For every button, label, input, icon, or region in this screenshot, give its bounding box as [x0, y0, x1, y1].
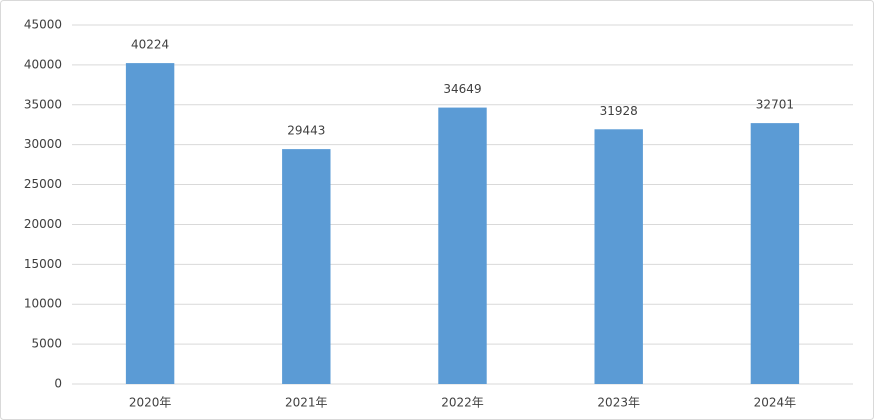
- y-tick-label: 15000: [24, 257, 62, 271]
- data-label: 29443: [287, 124, 325, 138]
- y-tick-label: 40000: [24, 57, 62, 71]
- data-label: 40224: [131, 38, 169, 52]
- y-tick-label: 20000: [24, 217, 62, 231]
- y-tick-label: 5000: [31, 337, 62, 351]
- x-tick-label: 2022年: [441, 396, 484, 410]
- y-tick-label: 45000: [24, 18, 62, 32]
- y-tick-label: 25000: [24, 177, 62, 191]
- bar: [282, 149, 331, 384]
- bar: [125, 63, 175, 384]
- bar: [438, 107, 487, 385]
- data-label: 31928: [600, 104, 638, 118]
- x-tick-label: 2023年: [597, 396, 640, 410]
- y-tick-label: 35000: [24, 97, 62, 111]
- bar: [750, 123, 800, 385]
- x-tick-label: 2021年: [285, 396, 328, 410]
- x-tick-label: 2020年: [129, 396, 172, 410]
- x-tick-label: 2024年: [754, 396, 797, 410]
- y-tick-label: 0: [54, 377, 62, 391]
- y-tick-label: 10000: [24, 297, 62, 311]
- data-label: 34649: [443, 82, 481, 96]
- bar: [594, 129, 643, 384]
- y-tick-label: 30000: [24, 137, 62, 151]
- data-label: 32701: [756, 98, 794, 112]
